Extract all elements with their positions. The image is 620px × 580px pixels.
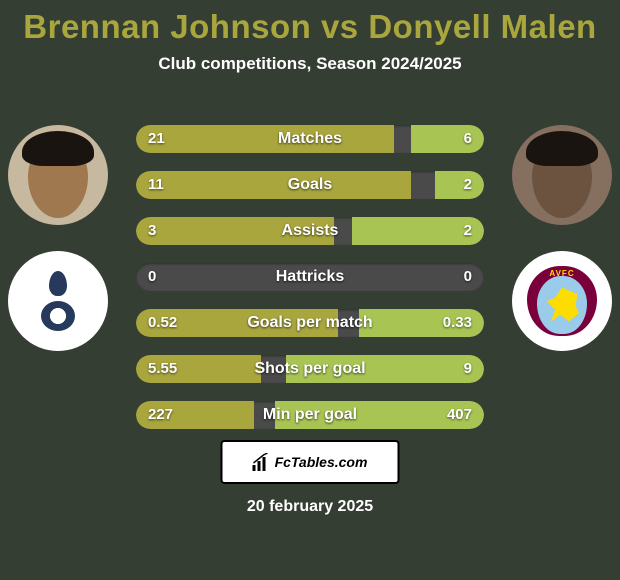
page-title: Brennan Johnson vs Donyell Malen xyxy=(0,0,620,46)
stat-row: Min per goal227 407 xyxy=(136,401,484,429)
stat-label: Hattricks xyxy=(136,263,484,291)
stat-value-left: 5.55 xyxy=(148,355,177,383)
stat-label: Shots per goal xyxy=(136,355,484,383)
player-right-photo xyxy=(512,125,612,225)
stat-row: Goals11 2 xyxy=(136,171,484,199)
stat-label: Assists xyxy=(136,217,484,245)
stat-row: Shots per goal5.55 9 xyxy=(136,355,484,383)
stat-value-right: 9 xyxy=(464,355,472,383)
lion-icon xyxy=(545,288,579,322)
player-right-club-badge xyxy=(512,251,612,351)
stat-value-right: 2 xyxy=(464,171,472,199)
fctables-label: FcTables.com xyxy=(275,454,368,470)
date-label: 20 february 2025 xyxy=(0,498,620,516)
face-icon xyxy=(28,143,88,218)
right-column xyxy=(512,125,612,377)
stat-value-left: 3 xyxy=(148,217,156,245)
stat-value-right: 0.33 xyxy=(443,309,472,337)
chart-icon xyxy=(253,453,271,471)
stat-bars: Matches216Goals112Assists32Hattricks00Go… xyxy=(136,125,484,447)
stat-value-right: 0 xyxy=(464,263,472,291)
subtitle: Club competitions, Season 2024/2025 xyxy=(0,54,620,74)
face-icon xyxy=(532,143,592,218)
stat-value-left: 0.52 xyxy=(148,309,177,337)
fctables-logo: FcTables.com xyxy=(221,440,400,484)
stat-label: Matches xyxy=(136,125,484,153)
stat-value-left: 11 xyxy=(148,171,164,199)
stat-value-right: 2 xyxy=(464,217,472,245)
aston-villa-badge-icon xyxy=(527,266,597,336)
stat-label: Goals per match xyxy=(136,309,484,337)
stat-row: Matches21 6 xyxy=(136,125,484,153)
stat-row: Goals per match0.52 0.33 xyxy=(136,309,484,337)
stat-label: Goals xyxy=(136,171,484,199)
stat-value-right: 407 xyxy=(447,401,472,429)
stat-row: Assists3 2 xyxy=(136,217,484,245)
stat-value-left: 0 xyxy=(148,263,156,291)
player-left-club-badge xyxy=(8,251,108,351)
stat-label: Min per goal xyxy=(136,401,484,429)
comparison-card: Brennan Johnson vs Donyell Malen Club co… xyxy=(0,0,620,580)
stat-value-left: 227 xyxy=(148,401,173,429)
tottenham-badge-icon xyxy=(38,271,78,331)
left-column xyxy=(8,125,108,377)
player-left-photo xyxy=(8,125,108,225)
stat-row: Hattricks0 0 xyxy=(136,263,484,291)
stat-value-right: 6 xyxy=(464,125,472,153)
stat-value-left: 21 xyxy=(148,125,165,153)
